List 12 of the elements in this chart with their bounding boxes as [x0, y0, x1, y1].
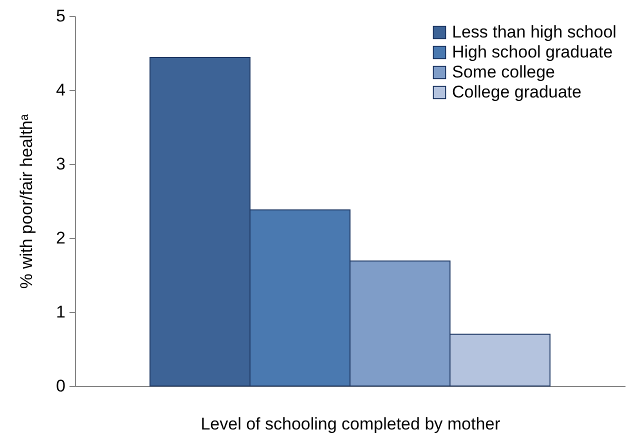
legend-label: College graduate [452, 82, 582, 102]
y-axis-title: % with poor/fair healthᵃ [17, 114, 36, 289]
y-tick-label: 4 [56, 80, 66, 100]
y-tick-label: 0 [56, 376, 66, 396]
legend-label: Less than high school [452, 22, 616, 42]
y-tick-label: 2 [56, 228, 66, 248]
y-tick-label: 3 [56, 154, 66, 174]
y-tick-label: 5 [56, 6, 66, 26]
legend-label: High school graduate [452, 42, 613, 62]
legend-label: Some college [452, 62, 556, 82]
x-axis-title: Level of schooling completed by mother [200, 414, 501, 434]
y-tick-label: 1 [56, 302, 66, 322]
